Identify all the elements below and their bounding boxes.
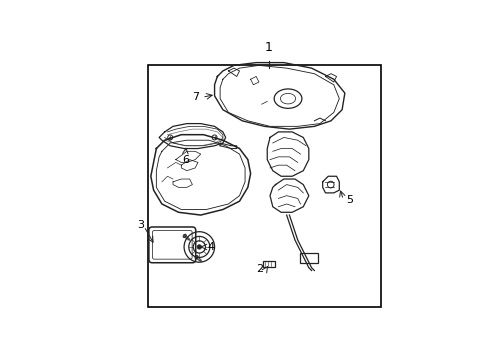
Text: 5: 5 [346,195,352,205]
Text: 2: 2 [255,264,263,274]
Text: 7: 7 [192,92,199,102]
Text: 3: 3 [137,220,144,230]
Text: 6: 6 [182,156,188,166]
Circle shape [197,245,201,249]
Text: 1: 1 [264,41,272,54]
Text: 4: 4 [207,242,214,252]
